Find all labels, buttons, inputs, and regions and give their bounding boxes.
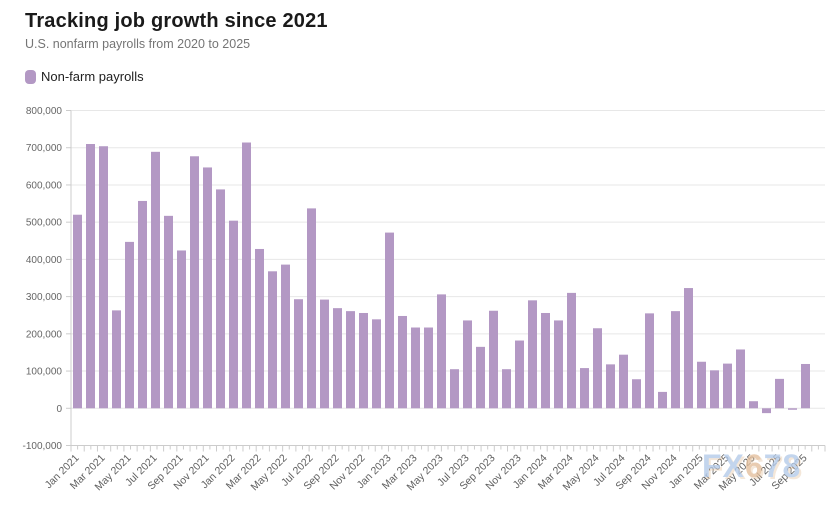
bar-oct-2022[interactable] — [346, 311, 355, 409]
bar-may-2025[interactable] — [749, 401, 758, 409]
bar-jul-2021[interactable] — [151, 151, 160, 409]
bar-jul-2022[interactable] — [307, 208, 316, 409]
bar-jul-2024[interactable] — [619, 354, 628, 409]
y-axis-label: 0 — [56, 404, 62, 415]
bar-mar-2024[interactable] — [567, 292, 576, 409]
bar-jun-2025[interactable] — [762, 408, 771, 414]
y-axis-label: 500,000 — [26, 218, 63, 229]
bar-nov-2022[interactable] — [359, 312, 368, 409]
bar-sep-2021[interactable] — [177, 250, 186, 409]
bar-may-2022[interactable] — [281, 264, 290, 409]
bar-jul-2023[interactable] — [463, 320, 472, 409]
bar-feb-2025[interactable] — [710, 370, 719, 409]
y-axis-label: 200,000 — [26, 329, 63, 340]
bar-nov-2024[interactable] — [671, 311, 680, 409]
bar-jul-2025[interactable] — [775, 378, 784, 409]
bar-apr-2025[interactable] — [736, 349, 745, 409]
bar-feb-2024[interactable] — [554, 320, 563, 409]
bar-aug-2023[interactable] — [476, 346, 485, 409]
bar-dec-2021[interactable] — [216, 189, 225, 409]
bar-may-2024[interactable] — [593, 328, 602, 409]
bar-apr-2024[interactable] — [580, 368, 589, 409]
bar-nov-2021[interactable] — [203, 167, 212, 409]
bar-may-2023[interactable] — [437, 294, 446, 409]
bar-aug-2022[interactable] — [320, 299, 329, 409]
bar-may-2021[interactable] — [125, 241, 134, 409]
bar-mar-2022[interactable] — [255, 248, 264, 409]
bar-mar-2023[interactable] — [411, 327, 420, 409]
bar-apr-2021[interactable] — [112, 310, 121, 409]
bar-aug-2025[interactable] — [788, 408, 797, 410]
legend-swatch — [25, 69, 36, 84]
bar-apr-2022[interactable] — [268, 271, 277, 409]
bar-mar-2025[interactable] — [723, 363, 732, 409]
bar-sep-2024[interactable] — [645, 313, 654, 409]
legend-label: Non-farm payrolls — [41, 69, 144, 84]
bar-aug-2021[interactable] — [164, 215, 173, 409]
bar-aug-2024[interactable] — [632, 379, 641, 409]
y-axis-label: 100,000 — [26, 367, 63, 378]
bar-oct-2024[interactable] — [658, 391, 667, 409]
bar-dec-2022[interactable] — [372, 319, 381, 409]
bar-nov-2023[interactable] — [515, 340, 524, 409]
bar-apr-2023[interactable] — [424, 327, 433, 409]
bar-feb-2022[interactable] — [242, 142, 251, 409]
bar-jun-2024[interactable] — [606, 364, 615, 409]
y-axis-label: 800,000 — [26, 106, 63, 117]
bar-dec-2024[interactable] — [684, 288, 693, 409]
chart-subtitle: U.S. nonfarm payrolls from 2020 to 2025 — [25, 37, 251, 51]
y-axis-label: 700,000 — [26, 143, 63, 154]
bar-jun-2022[interactable] — [294, 299, 303, 409]
bar-jan-2024[interactable] — [541, 312, 550, 409]
bar-feb-2021[interactable] — [86, 144, 95, 409]
bar-feb-2023[interactable] — [398, 315, 407, 409]
bar-mar-2021[interactable] — [99, 146, 108, 409]
bar-jun-2021[interactable] — [138, 200, 147, 409]
y-axis-label: 600,000 — [26, 180, 63, 191]
y-axis-label: -100,000 — [23, 441, 63, 452]
bar-dec-2023[interactable] — [528, 300, 537, 409]
y-axis-label: 300,000 — [26, 292, 63, 303]
bar-jan-2022[interactable] — [229, 220, 238, 409]
y-axis-label: 400,000 — [26, 255, 63, 266]
legend-item-nonfarm-payrolls[interactable]: Non-farm payrolls — [25, 69, 144, 84]
bar-jun-2023[interactable] — [450, 369, 459, 409]
bar-jan-2021[interactable] — [73, 214, 82, 409]
bar-sep-2023[interactable] — [489, 310, 498, 409]
bar-oct-2023[interactable] — [502, 369, 511, 409]
bar-sep-2025[interactable] — [801, 363, 810, 409]
bar-jan-2025[interactable] — [697, 361, 706, 409]
bar-jan-2023[interactable] — [385, 232, 394, 409]
bar-oct-2021[interactable] — [190, 156, 199, 409]
chart-title: Tracking job growth since 2021 — [25, 10, 328, 32]
bar-sep-2022[interactable] — [333, 308, 342, 409]
